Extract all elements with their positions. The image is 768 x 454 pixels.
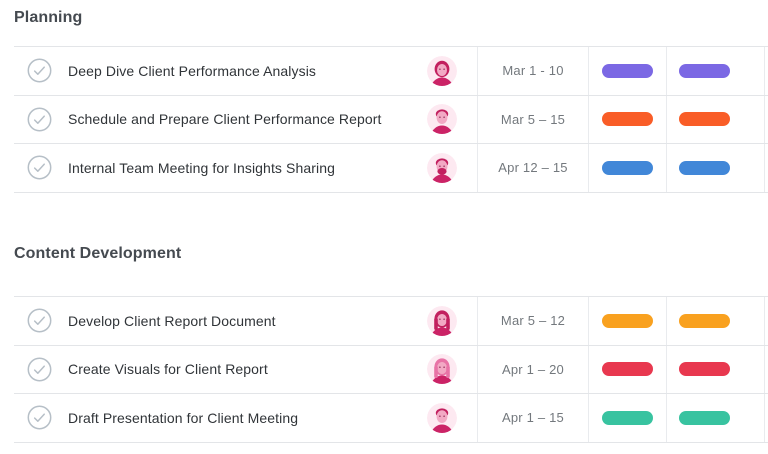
- check-circle-icon[interactable]: [27, 58, 52, 83]
- assignee-avatar[interactable]: [427, 305, 457, 336]
- check-circle-icon[interactable]: [27, 155, 52, 180]
- due-date-cell[interactable]: Apr 1 – 20: [477, 345, 588, 394]
- task-name-cell: Develop Client Report Document: [14, 297, 477, 345]
- gantt-cell: [588, 95, 666, 144]
- assignee-avatar[interactable]: [427, 354, 457, 385]
- gantt-cell: [666, 95, 765, 144]
- gantt-cell: [666, 345, 765, 394]
- gantt-cell: [666, 394, 765, 442]
- task-table: Develop Client Report Document Mar 5 – 12…: [14, 296, 768, 443]
- task-name[interactable]: Deep Dive Client Performance Analysis: [68, 62, 317, 79]
- gantt-bar[interactable]: [679, 112, 730, 127]
- due-date-text: Apr 1 – 20: [502, 361, 564, 377]
- due-date-cell[interactable]: Apr 12 – 15: [477, 144, 588, 192]
- gantt-cell: [588, 297, 666, 345]
- task-row[interactable]: Internal Team Meeting for Insights Shari…: [14, 144, 768, 193]
- check-circle-icon[interactable]: [27, 107, 52, 132]
- due-date-cell[interactable]: Mar 5 – 15: [477, 95, 588, 144]
- assignee-avatar[interactable]: [427, 104, 457, 135]
- gantt-bar[interactable]: [602, 63, 653, 78]
- gantt-cell: [588, 47, 666, 95]
- gantt-bar[interactable]: [679, 410, 730, 425]
- gantt-cell: [588, 144, 666, 192]
- check-circle-icon[interactable]: [27, 357, 52, 382]
- gantt-bar[interactable]: [602, 410, 653, 425]
- due-date-cell[interactable]: Mar 1 - 10: [477, 47, 588, 95]
- due-date-text: Mar 5 – 15: [500, 111, 566, 127]
- gantt-cell: [666, 47, 765, 95]
- gantt-bar[interactable]: [602, 160, 653, 175]
- task-name[interactable]: Schedule and Prepare Client Performance …: [68, 111, 382, 128]
- task-name[interactable]: Create Visuals for Client Report: [68, 361, 268, 378]
- due-date-cell[interactable]: Mar 5 – 12: [477, 297, 588, 345]
- due-date-cell[interactable]: Apr 1 – 15: [477, 394, 588, 442]
- task-row[interactable]: Draft Presentation for Client Meeting Apr…: [14, 394, 768, 443]
- gantt-bar[interactable]: [602, 313, 653, 328]
- task-name-cell: Schedule and Prepare Client Performance …: [14, 96, 477, 144]
- gantt-bar[interactable]: [679, 362, 730, 377]
- gantt-cell: [588, 345, 666, 394]
- check-circle-icon[interactable]: [27, 308, 52, 333]
- task-name-cell: Internal Team Meeting for Insights Shari…: [14, 144, 477, 192]
- assignee-avatar[interactable]: [427, 402, 457, 433]
- gantt-bar[interactable]: [679, 63, 730, 78]
- task-name[interactable]: Internal Team Meeting for Insights Shari…: [68, 159, 335, 176]
- due-date-text: Mar 5 – 12: [500, 313, 566, 329]
- gantt-cell: [666, 297, 765, 345]
- due-date-text: Mar 1 - 10: [502, 63, 564, 79]
- assignee-avatar[interactable]: [427, 55, 457, 86]
- task-row[interactable]: Create Visuals for Client Report Apr 1 – …: [14, 345, 768, 395]
- task-name-cell: Draft Presentation for Client Meeting: [14, 394, 477, 442]
- gantt-bar[interactable]: [602, 112, 653, 127]
- check-circle-icon[interactable]: [27, 405, 52, 430]
- gantt-bar[interactable]: [679, 313, 730, 328]
- task-table: Deep Dive Client Performance Analysis Mar…: [14, 46, 768, 193]
- task-name-cell: Deep Dive Client Performance Analysis: [14, 47, 477, 95]
- task-name[interactable]: Draft Presentation for Client Meeting: [68, 409, 299, 426]
- due-date-text: Apr 1 – 15: [502, 410, 564, 426]
- task-row[interactable]: Schedule and Prepare Client Performance …: [14, 95, 768, 145]
- gantt-bar[interactable]: [679, 160, 730, 175]
- section-title: Content Development: [14, 245, 182, 262]
- section-title: Planning: [14, 9, 83, 26]
- task-row[interactable]: Develop Client Report Document Mar 5 – 12: [14, 297, 768, 346]
- due-date-text: Apr 12 – 15: [498, 160, 568, 176]
- gantt-cell: [588, 394, 666, 442]
- gantt-cell: [666, 144, 765, 192]
- gantt-bar[interactable]: [602, 362, 653, 377]
- task-row[interactable]: Deep Dive Client Performance Analysis Mar…: [14, 47, 768, 96]
- task-name[interactable]: Develop Client Report Document: [68, 312, 276, 329]
- assignee-avatar[interactable]: [427, 152, 457, 183]
- task-name-cell: Create Visuals for Client Report: [14, 346, 477, 394]
